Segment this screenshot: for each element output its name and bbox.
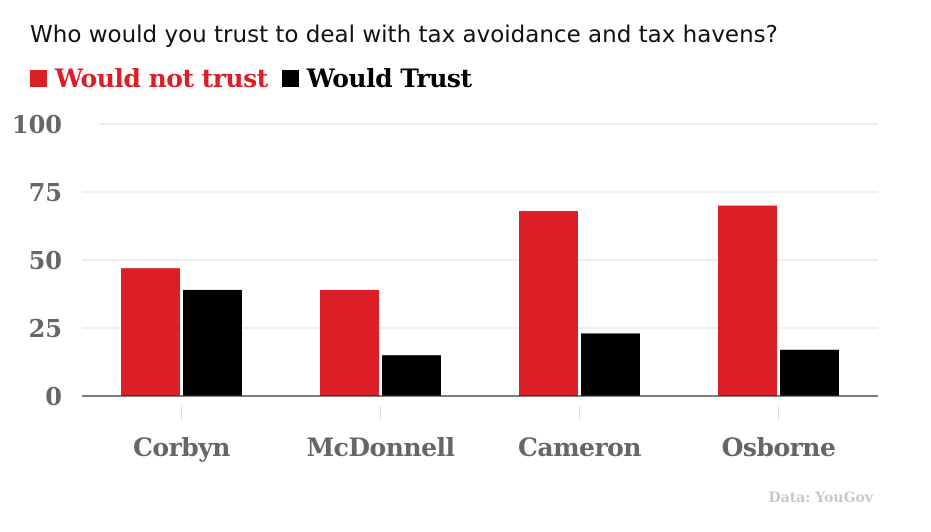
legend-label-would-trust: Would Trust [306, 64, 472, 93]
bar-would-trust-cameron [581, 333, 640, 396]
x-category-label: Osborne [722, 433, 836, 462]
legend: Would not trust Would Trust [30, 64, 486, 93]
y-tick-label: 50 [29, 246, 62, 275]
y-tick-label: 0 [45, 382, 62, 411]
source-note: Data: YouGov [768, 490, 873, 506]
legend-label-would-not-trust: Would not trust [55, 64, 268, 93]
x-category-label: Corbyn [133, 433, 230, 462]
bar-would-not-trust-corbyn [121, 268, 180, 396]
legend-item-would-not-trust: Would not trust [30, 64, 268, 93]
x-category-label: McDonnell [306, 433, 454, 462]
legend-item-would-trust: Would Trust [281, 64, 472, 93]
y-tick-label: 100 [12, 110, 62, 139]
bar-would-not-trust-osborne [718, 205, 777, 396]
bar-would-not-trust-mcdonnell [320, 289, 379, 396]
legend-swatch-would-trust [281, 70, 299, 87]
y-tick-label: 25 [29, 314, 62, 343]
legend-swatch-would-not-trust [30, 70, 47, 87]
x-category-label: Cameron [518, 433, 641, 462]
bar-would-trust-corbyn [183, 289, 242, 396]
chart-title: Who would you trust to deal with tax avo… [30, 22, 778, 48]
bar-would-trust-mcdonnell [382, 355, 441, 396]
bar-would-not-trust-cameron [519, 211, 578, 396]
bar-would-trust-osborne [780, 349, 839, 396]
y-tick-label: 75 [29, 178, 62, 207]
